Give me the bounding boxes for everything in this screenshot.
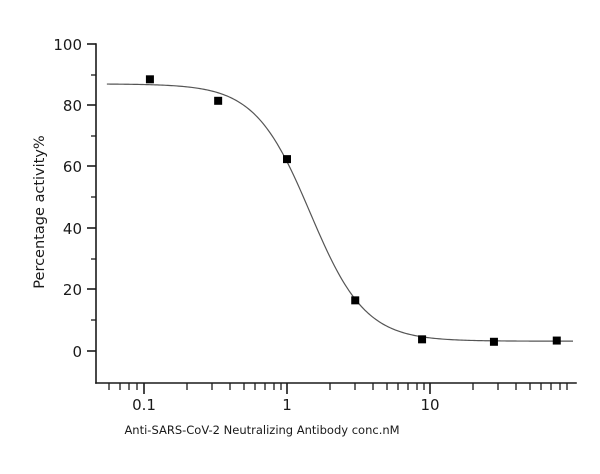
y-tick-label: 20 [63, 281, 82, 299]
y-tick-label: 0 [72, 343, 82, 361]
x-axis-minor-ticks [108, 383, 568, 390]
y-axis-minor-ticks [91, 74, 96, 321]
y-axis-major-ticks [87, 43, 96, 352]
data-point-marker [418, 335, 427, 344]
y-tick-label: 60 [63, 158, 82, 176]
x-axis-tick-labels: 0.1 1 10 [132, 396, 439, 414]
dose-response-fit-curve [106, 83, 573, 342]
data-point-series [145, 75, 561, 346]
y-tick-label: 40 [63, 220, 82, 238]
y-axis-title: Percentage activity% [32, 135, 48, 288]
data-point-marker [214, 96, 223, 105]
x-axis-major-ticks [143, 383, 431, 394]
x-tick-label: 0.1 [132, 396, 156, 414]
x-tick-label: 10 [420, 396, 439, 414]
data-point-marker [552, 336, 561, 345]
data-point-marker [489, 337, 498, 346]
y-tick-label: 80 [63, 97, 82, 115]
x-tick-label: 1 [282, 396, 292, 414]
data-point-marker [145, 75, 154, 84]
y-tick-label: 100 [53, 36, 82, 54]
y-axis-tick-labels: 100 80 60 40 20 0 [53, 36, 82, 361]
x-axis-title: Anti-SARS-CoV-2 Neutralizing Antibody co… [124, 423, 399, 437]
data-point-marker [283, 155, 291, 164]
data-point-marker [351, 296, 360, 305]
